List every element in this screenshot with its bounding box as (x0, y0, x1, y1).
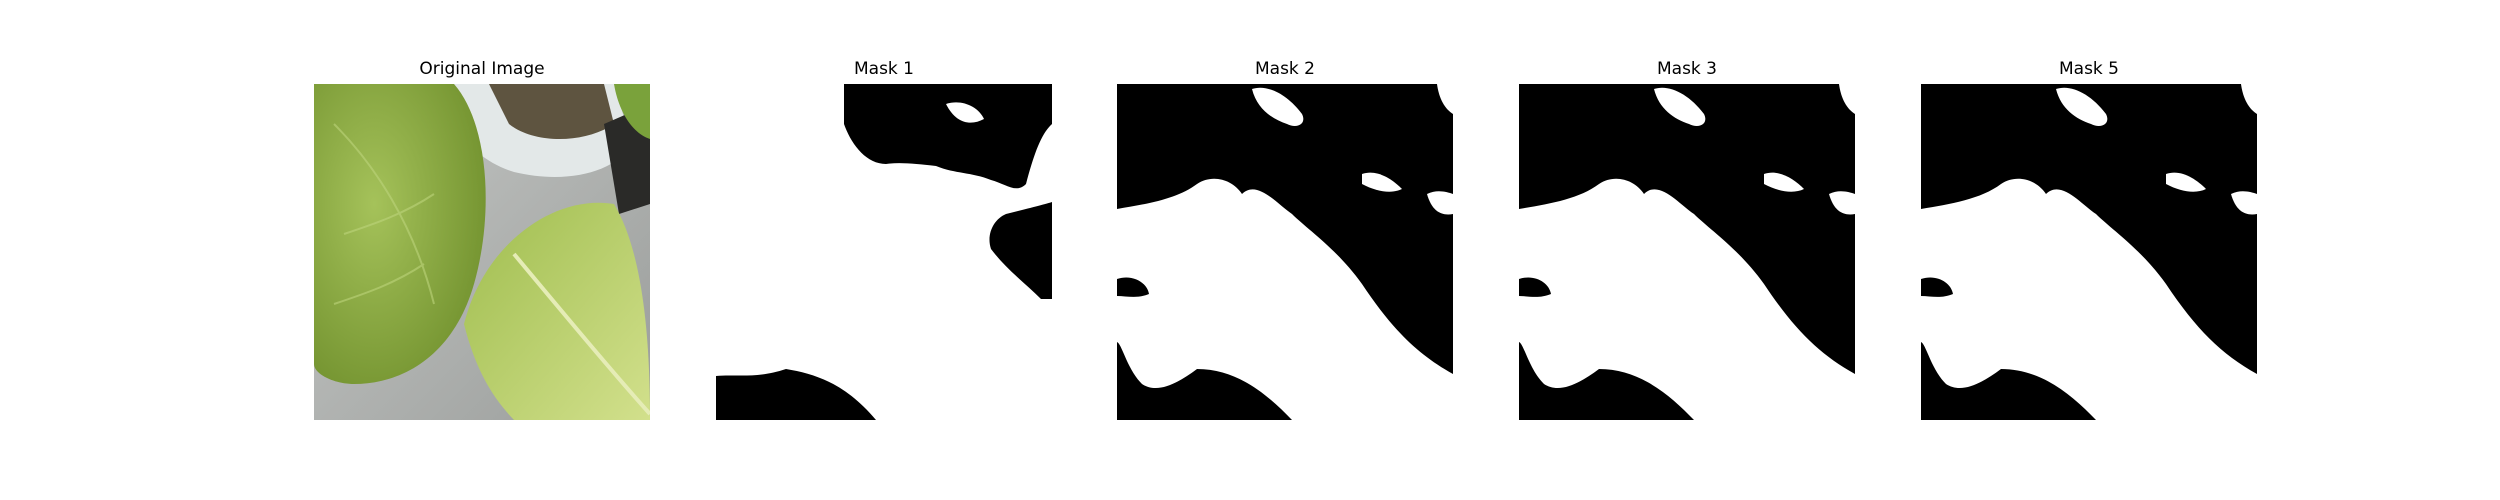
mask-5-notch-left (1921, 277, 1953, 297)
leaf-lower-midrib (512, 252, 650, 416)
panel-title-mask-1: Mask 1 (853, 59, 914, 79)
small-leaf-top-right (614, 84, 650, 139)
mask-2-blob-mid (1362, 172, 1402, 192)
mask-1-region-top (844, 84, 1052, 189)
mask-2-blob-top (1252, 87, 1304, 126)
mask-2-blob-corner (1437, 84, 1453, 114)
pot-soil (489, 84, 614, 139)
mask-3-svg (1519, 84, 1855, 420)
original-image-photo (314, 84, 650, 420)
mask-1-hole-top (946, 102, 984, 123)
panel-title-mask-2: Mask 2 (1254, 59, 1315, 79)
mask-1-image (716, 84, 1052, 420)
mask-3-blob-right (1829, 191, 1855, 215)
mask-5-main-leaf (1921, 178, 2257, 420)
mask-3-blob-corner (1839, 84, 1855, 114)
mask-3-image (1519, 84, 1855, 420)
mask-2-main-leaf (1117, 178, 1453, 420)
mask-2-blob-right (1427, 191, 1453, 215)
mask-5-image (1921, 84, 2257, 420)
panel-title-original-image: Original Image (419, 59, 545, 79)
mask-3-main-leaf (1519, 178, 1855, 420)
mask-3-blob-mid (1764, 172, 1804, 192)
mask-1-region-right (989, 202, 1052, 299)
mask-5-blob-corner (2241, 84, 2257, 114)
leaf-upper-veins (333, 123, 435, 305)
panel-title-mask-3: Mask 3 (1656, 59, 1717, 79)
mask-5-blob-top (2056, 87, 2108, 126)
leaf-upper-left (314, 84, 486, 384)
mask-1-svg (716, 84, 1052, 420)
original-photo-svg (314, 84, 650, 420)
mask-3-notch-left (1519, 277, 1551, 297)
leaf-lower-right (464, 202, 650, 420)
mask-1-region-bottom-left (716, 369, 876, 420)
mask-2-image (1117, 84, 1453, 420)
mask-2-svg (1117, 84, 1453, 420)
mask-5-svg (1921, 84, 2257, 420)
panel-title-mask-5: Mask 5 (2058, 59, 2119, 79)
mask-3-blob-top (1654, 87, 1706, 126)
mask-5-blob-mid (2166, 172, 2206, 192)
mask-2-notch-left (1117, 277, 1149, 297)
mask-5-blob-right (2231, 191, 2257, 215)
